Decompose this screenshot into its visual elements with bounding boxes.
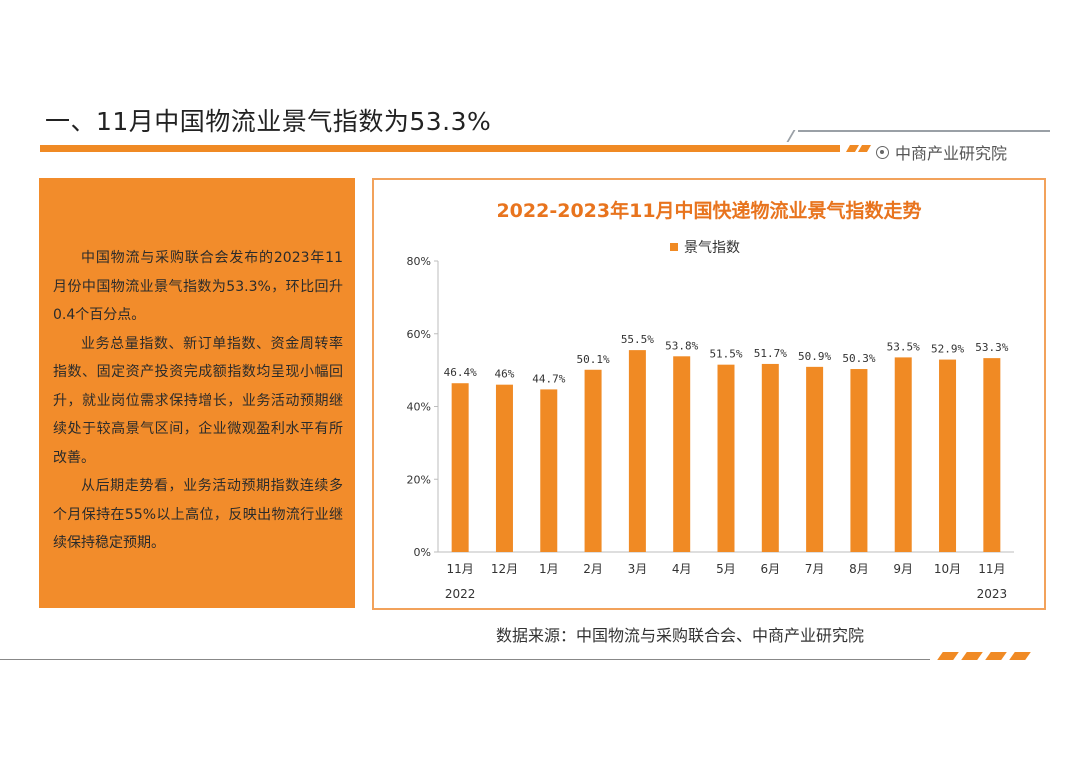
bar-value-label: 53.3% [975,341,1008,354]
x-tick-label: 5月 [716,562,736,576]
header-slash-decoration [857,145,872,152]
bar [584,369,602,552]
bar [540,389,558,552]
chart-frame: 2022-2023年11月中国快递物流业景气指数走势 景气指数 0% 20% 40%… [372,178,1046,610]
x-tick-label: 11月 [978,562,1005,576]
bar-value-label: 50.9% [798,350,831,363]
summary-paragraph-1: 中国物流与采购联合会发布的2023年11月份中国物流业景气指数为53.3%，环比… [53,250,343,323]
x-tick-label: 4月 [672,562,692,576]
bar-value-label: 50.3% [842,352,875,365]
footer-slash-decoration [1009,652,1031,660]
bar [717,364,735,552]
x-tick-label: 3月 [628,562,648,576]
bar-value-label: 44.7% [532,372,565,385]
footer-slash-decoration [985,652,1007,660]
summary-text-panel: 中国物流与采购联合会发布的2023年11月份中国物流业景气指数为53.3%，环比… [39,178,355,608]
y-tick-label: 0% [414,546,431,559]
legend-swatch [670,243,678,251]
bar-value-label: 51.5% [709,348,742,361]
x-tick-label: 10月 [934,562,961,576]
bar-value-label: 46% [495,368,515,381]
brand-name: 中商产业研究院 [895,144,1008,163]
summary-paragraph-3: 从后期走势看，业务活动预期指数连续多个月保持在55%以上高位，反映出物流行业继续… [53,478,343,551]
bar-value-label: 53.5% [887,340,920,353]
x-tick-label: 11月 [447,562,474,576]
x-tick-label: 6月 [760,562,780,576]
bar-value-label: 55.5% [621,333,654,346]
year-label: 2022 [445,587,476,601]
bar [983,358,1001,552]
header-thin-rule [798,130,1050,132]
chart-title: 2022-2023年11月中国快递物流业景气指数走势 [496,200,922,222]
bar-value-label: 53.8% [665,339,698,352]
bar [806,366,824,552]
bar [939,359,957,552]
year-label: 2023 [977,587,1008,601]
y-tick-label: 80% [407,255,431,268]
bar [673,356,691,552]
y-tick-label: 60% [407,328,431,341]
footer-slash-decoration [937,652,959,660]
bar [628,350,646,552]
bar-value-label: 50.1% [577,353,610,366]
x-tick-label: 7月 [805,562,825,576]
x-tick-label: 8月 [849,562,869,576]
bar-value-label: 46.4% [444,366,477,379]
x-tick-label: 9月 [893,562,913,576]
page-title: 一、11月中国物流业景气指数为53.3% [45,107,492,136]
bottom-rule [0,659,930,660]
x-tick-label: 1月 [539,562,559,576]
bar [761,363,779,552]
footer-slash-decoration [961,652,983,660]
bar [894,357,912,552]
y-tick-label: 40% [407,401,431,414]
header-rule-tick [786,130,796,142]
y-tick-label: 20% [407,473,431,486]
brand-logo: 中商产业研究院 [876,140,1007,164]
legend-label: 景气指数 [684,240,740,256]
bar [451,383,469,552]
summary-paragraph-2: 业务总量指数、新订单指数、资金周转率指数、固定资产投资完成额指数均呈现小幅回升，… [53,335,343,466]
bar-chart: 0% 20% 40% 60% 80% 46.4% 11月 46% 12月 44.7% 1月 50.1%… [407,255,1014,601]
bar-value-label: 52.9% [931,343,964,356]
x-tick-label: 2月 [583,562,603,576]
brand-circle-icon [876,145,889,159]
bar-value-label: 51.7% [754,347,787,360]
bar [495,384,513,552]
title-underline [40,145,840,152]
x-tick-label: 12月 [491,562,518,576]
chart-legend: 景气指数 [670,237,740,257]
data-source-note: 数据来源：中国物流与采购联合会、中商产业研究院 [496,626,865,645]
bar [850,369,868,552]
